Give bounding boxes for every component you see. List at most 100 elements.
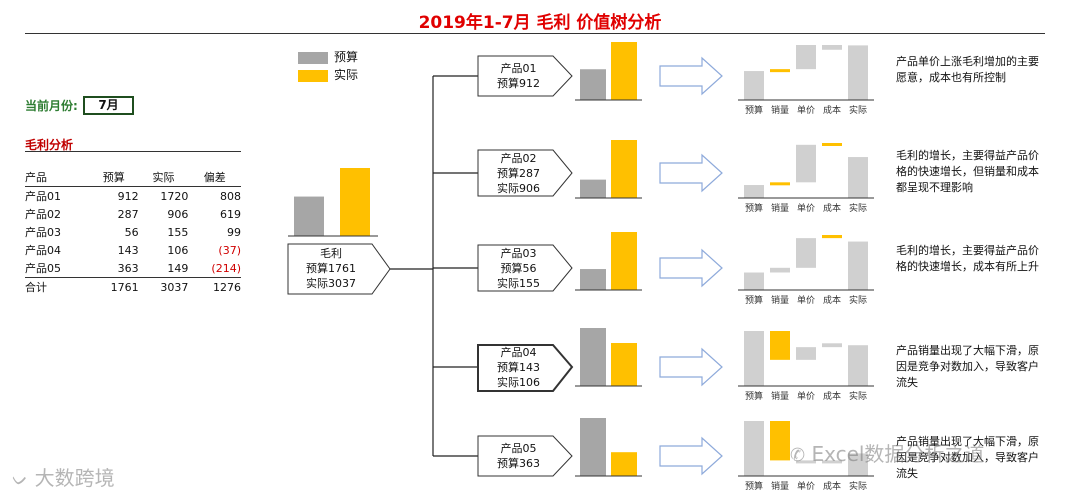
cell-actual: 149 [167, 261, 189, 275]
table-row: 产品05 363 149 (214) [25, 259, 241, 278]
waterfall-bar [848, 345, 868, 386]
watermark-left-text: 大数跨境 [34, 466, 115, 490]
waterfall-tick-label: 单价 [796, 392, 815, 402]
arrow-icon [659, 56, 723, 96]
waterfall-tick-label: 实际 [848, 106, 867, 116]
waterfall-tick-label: 单价 [796, 296, 815, 306]
cell-budget: 56 [124, 225, 139, 239]
product-comment: 产品销量出现了大幅下滑，原因是竞争对数加入，导致客户流失 [896, 344, 1039, 389]
cell-variance: 619 [220, 207, 241, 221]
cell-actual: 155 [167, 225, 189, 239]
product-node-line: 产品04 [500, 345, 537, 359]
waterfall-tick-label: 预算 [744, 204, 763, 214]
waterfall-tick-label: 销量 [770, 204, 789, 214]
waterfall-bar [744, 421, 764, 476]
profit-summary-table: 产品 预算 实际 偏差 产品01 912 1720 808 产品02 287 9… [25, 168, 241, 296]
watermark-right-text: Excel数据分析之道 [811, 442, 985, 466]
watermark-left: ᨆ 大数跨境 [12, 462, 115, 491]
legend-actual-swatch [298, 69, 328, 82]
legend-budget-swatch [298, 51, 328, 64]
cell-product: 产品05 [25, 262, 61, 275]
product-comment: 毛利的增长，主要得益产品价格的快速增长，成本有所上升 [896, 244, 1039, 273]
header-budget: 预算 [88, 168, 139, 187]
waterfall-tick-label: 成本 [822, 482, 841, 492]
cell-actual: 106 [167, 243, 189, 257]
product-actual-bar [611, 42, 637, 100]
legend-actual-label: 实际 [334, 68, 359, 82]
product-budget-bar [580, 69, 606, 100]
waterfall-tick-label: 销量 [770, 392, 789, 402]
waterfall-tick-label: 预算 [744, 296, 763, 306]
cell-variance: 808 [220, 189, 241, 203]
header-actual: 实际 [138, 168, 189, 187]
root-budget-bar [294, 196, 324, 236]
waterfall-bar [770, 69, 790, 73]
arrow-icon [659, 153, 723, 193]
cell-budget: 143 [117, 243, 139, 257]
product-node-line: 预算912 [497, 77, 540, 90]
product-actual-bar [611, 343, 637, 386]
waterfall-tick-label: 成本 [822, 106, 841, 116]
waterfall-bar [796, 347, 816, 360]
cell-variance: 1276 [188, 277, 241, 296]
waterfall-bar [770, 421, 790, 461]
product-comment: 产品单价上涨毛利增加的主要愿意，成本也有所控制 [896, 55, 1039, 84]
waterfall-bar [822, 143, 842, 146]
waterfall-bar [796, 45, 816, 70]
product-node-line: 预算56 [500, 261, 537, 275]
waterfall-tick-label: 实际 [848, 204, 867, 214]
cell-budget: 363 [117, 261, 139, 275]
waterfall-tick-label: 单价 [796, 482, 815, 492]
waterfall-tick-label: 预算 [744, 482, 763, 492]
product-node-line: 产品03 [500, 246, 537, 260]
table-row: 产品02 287 906 619 [25, 205, 241, 223]
product-node-line: 产品05 [500, 442, 537, 455]
product-budget-bar [580, 418, 606, 476]
waterfall-bar [796, 238, 816, 268]
cell-product: 产品03 [25, 226, 61, 239]
product-budget-bar [580, 269, 606, 290]
waterfall-tick-label: 实际 [848, 392, 867, 402]
product-actual-bar [611, 452, 637, 476]
watermark-logo-icon: ᨆ [12, 469, 29, 490]
product-budget-bar [580, 328, 606, 386]
cell-variance: (37) [218, 243, 241, 257]
product-comment: 毛利的增长，主要得益产品价格的快速增长，但销量和成本都呈现不理影响 [896, 149, 1039, 194]
waterfall-bar [796, 144, 816, 183]
waterfall-bar [822, 45, 842, 50]
waterfall-bar [744, 272, 764, 290]
current-month-input[interactable]: 7月 [83, 96, 134, 115]
cell-variance: (214) [211, 261, 241, 275]
cell-budget: 1761 [88, 277, 139, 296]
page-title: 2019年1-7月 毛利 价值树分析 [418, 13, 662, 33]
cell-actual: 1720 [160, 189, 189, 203]
waterfall-tick-label: 预算 [744, 106, 763, 116]
cell-variance: 99 [227, 225, 241, 239]
table-row: 产品01 912 1720 808 [25, 187, 241, 206]
waterfall-bar [770, 182, 790, 186]
waterfall-tick-label: 实际 [848, 296, 867, 306]
header-product: 产品 [25, 168, 89, 187]
cell-product: 产品04 [25, 244, 61, 257]
waterfall-tick-label: 实际 [848, 482, 867, 492]
product-node-line: 产品02 [500, 151, 537, 165]
root-node-line: 实际3037 [306, 277, 356, 290]
wechat-icon: ✆ [790, 445, 806, 466]
legend-budget-label: 预算 [334, 50, 359, 64]
watermark-right: ✆ Excel数据分析之道 [790, 438, 984, 467]
root-node-line: 毛利 [320, 247, 342, 260]
product-node-line: 实际906 [497, 181, 540, 195]
waterfall-bar [848, 45, 868, 100]
waterfall-tick-label: 成本 [822, 204, 841, 214]
waterfall-tick-label: 单价 [796, 204, 815, 214]
waterfall-tick-label: 成本 [822, 392, 841, 402]
product-node-line: 实际155 [497, 276, 540, 290]
waterfall-bar [848, 157, 868, 198]
product-actual-bar [611, 140, 637, 198]
cell-budget: 287 [117, 207, 139, 221]
waterfall-tick-label: 单价 [796, 106, 815, 116]
cell-product: 产品02 [25, 208, 61, 221]
waterfall-bar [822, 343, 842, 348]
table-header-row: 产品 预算 实际 偏差 [25, 168, 241, 187]
waterfall-bar [744, 185, 764, 198]
